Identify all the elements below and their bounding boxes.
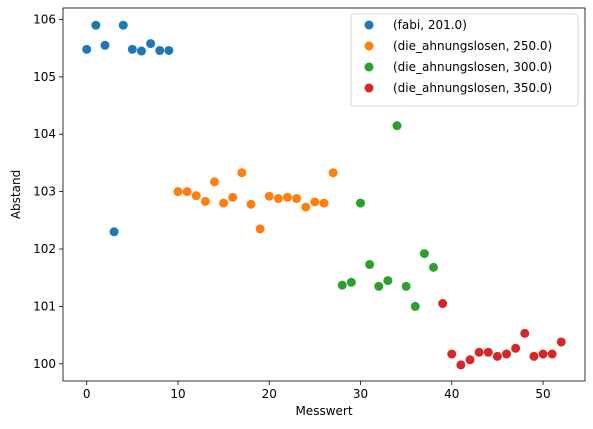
data-point bbox=[447, 349, 457, 359]
x-tick-label: 10 bbox=[170, 387, 185, 401]
legend-marker bbox=[364, 83, 374, 93]
y-tick-label: 104 bbox=[33, 127, 56, 141]
x-axis-ticks: 0 10 20 30 40 50 bbox=[83, 381, 551, 401]
x-tick-label: 40 bbox=[444, 387, 459, 401]
data-point bbox=[547, 349, 557, 359]
data-point bbox=[273, 194, 283, 204]
data-point bbox=[191, 191, 201, 201]
y-axis-label: Abstand bbox=[9, 170, 23, 219]
data-point bbox=[474, 347, 484, 357]
data-point bbox=[82, 44, 92, 54]
series-3 bbox=[438, 299, 566, 370]
data-point bbox=[173, 187, 183, 197]
data-point bbox=[365, 260, 375, 270]
legend-marker bbox=[364, 62, 374, 72]
y-tick-label: 101 bbox=[33, 299, 56, 313]
data-point bbox=[429, 262, 439, 272]
series-0 bbox=[82, 20, 174, 237]
legend-marker bbox=[364, 41, 374, 51]
data-point bbox=[228, 192, 238, 202]
data-point bbox=[492, 351, 502, 361]
data-point bbox=[410, 301, 420, 311]
data-point bbox=[356, 198, 366, 208]
y-tick-label: 103 bbox=[33, 185, 56, 199]
x-axis-label: Messwert bbox=[295, 404, 352, 418]
data-point bbox=[502, 349, 512, 359]
legend-entry: (die_ahnungslosen, 300.0) bbox=[393, 60, 552, 74]
series-2 bbox=[337, 121, 439, 311]
data-point bbox=[209, 177, 219, 187]
y-tick-label: 100 bbox=[33, 357, 56, 371]
data-point bbox=[91, 20, 101, 30]
data-point bbox=[246, 199, 256, 209]
data-points bbox=[82, 20, 566, 370]
data-point bbox=[383, 276, 393, 286]
data-point bbox=[136, 46, 146, 56]
legend-entry: (fabi, 201.0) bbox=[393, 18, 467, 32]
data-point bbox=[511, 343, 521, 353]
legend: (fabi, 201.0) (die_ahnungslosen, 250.0) (d… bbox=[350, 13, 579, 107]
data-point bbox=[264, 191, 274, 201]
x-tick-label: 30 bbox=[353, 387, 368, 401]
data-point bbox=[100, 40, 110, 50]
plot-area bbox=[62, 7, 586, 382]
data-point bbox=[556, 337, 566, 347]
data-point bbox=[538, 349, 548, 359]
y-axis-ticks: 100 101 102 103 104 105 106 bbox=[33, 12, 63, 371]
data-point bbox=[292, 194, 302, 204]
data-point bbox=[237, 168, 247, 178]
x-tick-label: 0 bbox=[83, 387, 91, 401]
data-point bbox=[401, 281, 411, 291]
data-point bbox=[529, 351, 539, 361]
y-tick-label: 106 bbox=[33, 12, 56, 26]
data-point bbox=[319, 198, 329, 208]
legend-box bbox=[350, 13, 579, 107]
legend-entry: (die_ahnungslosen, 250.0) bbox=[393, 39, 552, 53]
series-1 bbox=[173, 168, 338, 234]
data-point bbox=[118, 20, 128, 30]
data-point bbox=[255, 224, 265, 234]
data-point bbox=[127, 44, 137, 54]
x-tick-label: 20 bbox=[262, 387, 277, 401]
data-point bbox=[164, 45, 174, 55]
data-point bbox=[328, 168, 338, 178]
y-tick-label: 105 bbox=[33, 70, 56, 84]
data-point bbox=[182, 187, 192, 197]
data-point bbox=[155, 45, 165, 55]
data-point bbox=[465, 355, 475, 365]
data-point bbox=[438, 299, 448, 309]
axes-frame bbox=[62, 7, 586, 382]
data-point bbox=[301, 202, 311, 212]
data-point bbox=[200, 196, 210, 206]
data-point bbox=[456, 360, 466, 370]
x-tick-label: 50 bbox=[535, 387, 550, 401]
y-tick-label: 102 bbox=[33, 242, 56, 256]
data-point bbox=[374, 281, 384, 291]
data-point bbox=[219, 198, 229, 208]
data-point bbox=[310, 197, 320, 207]
data-point bbox=[282, 192, 292, 202]
data-point bbox=[419, 249, 429, 259]
data-point bbox=[483, 347, 493, 357]
data-point bbox=[109, 227, 119, 237]
legend-entry: (die_ahnungslosen, 350.0) bbox=[393, 81, 552, 95]
data-point bbox=[520, 328, 530, 338]
legend-marker bbox=[364, 20, 374, 30]
data-point bbox=[346, 277, 356, 287]
data-point bbox=[146, 39, 156, 49]
data-point bbox=[392, 121, 402, 131]
data-point bbox=[337, 280, 347, 290]
